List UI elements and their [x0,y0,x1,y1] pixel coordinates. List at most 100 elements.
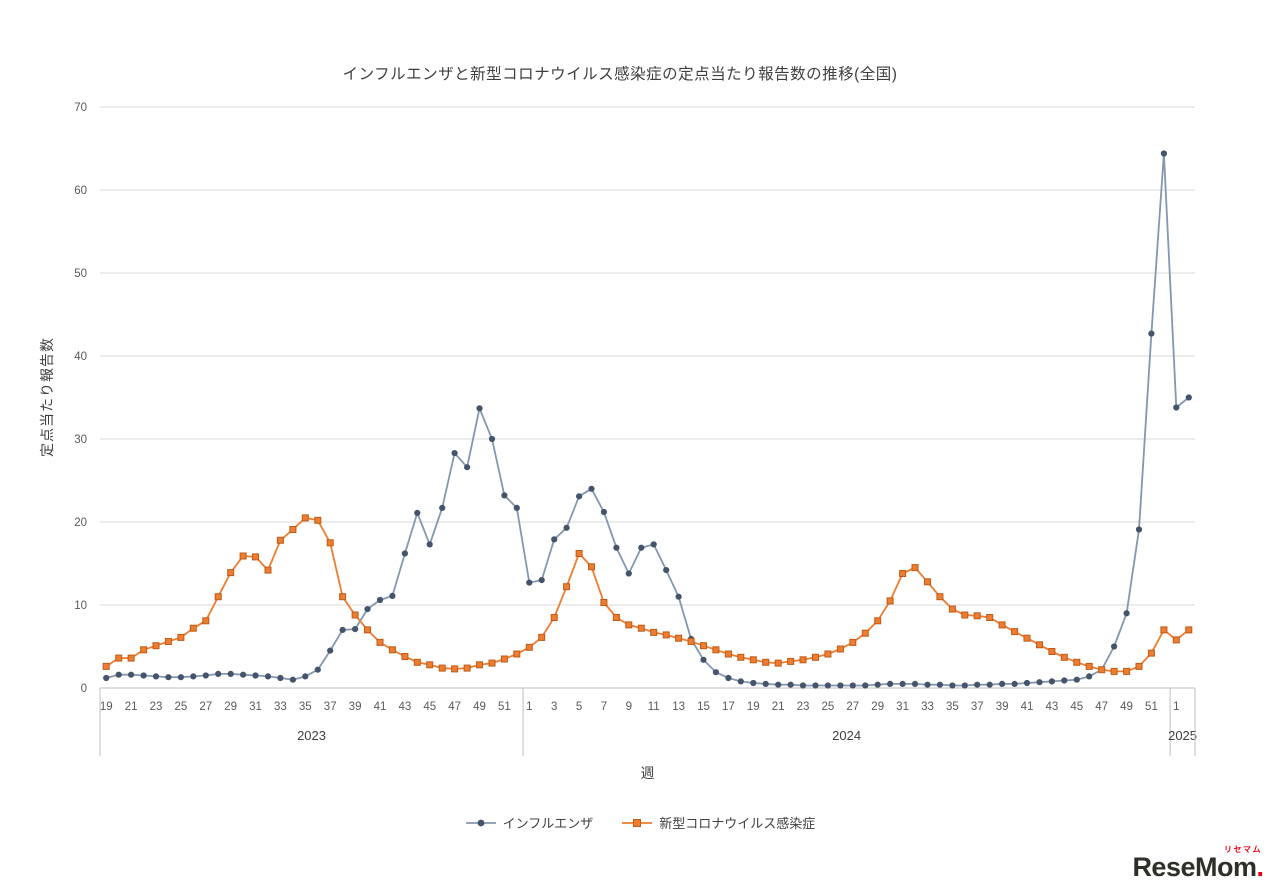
data-point-covid [202,617,210,625]
data-point-influenza [924,681,931,688]
data-point-covid [812,653,819,661]
data-point-covid [1110,667,1118,675]
data-point-influenza [887,680,894,688]
y-tick-label: 40 [74,351,87,363]
data-point-influenza [1160,150,1167,157]
data-point-influenza [1023,679,1031,687]
data-point-influenza [488,435,496,443]
x-tick-label: 49 [473,701,486,713]
x-tick-label: 43 [398,701,411,713]
data-point-influenza [551,536,558,543]
data-point-covid [189,624,197,632]
data-point-influenza [1135,526,1143,533]
data-point-influenza [787,681,794,688]
data-point-covid [998,621,1006,629]
data-point-covid [276,536,284,544]
x-tick-label: 35 [299,701,312,713]
legend-marker-covid [622,818,653,827]
x-tick-label: 1 [1173,701,1179,713]
data-point-covid [874,617,882,625]
data-point-influenza [202,672,209,679]
data-point-influenza [712,669,720,676]
data-point-covid [364,626,371,634]
data-point-influenza [837,682,844,689]
x-tick-label: 47 [1095,701,1108,713]
x-tick-label: 11 [648,701,660,713]
data-point-covid [1060,653,1068,661]
data-point-covid [476,661,483,669]
x-tick-label: 35 [946,701,959,713]
data-point-influenza [128,671,135,678]
data-point-covid [463,664,471,672]
data-point-covid [1023,634,1031,642]
data-point-covid [1098,666,1106,674]
x-tick-label: 13 [672,701,685,713]
data-point-covid [376,638,384,646]
data-point-covid [1085,662,1093,670]
data-point-influenza [327,647,334,654]
data-point-influenza [961,682,968,689]
data-point-covid [961,611,969,619]
data-point-influenza [1111,643,1118,650]
data-point-covid [625,621,633,629]
legend-label: 新型コロナウイルス感染症 [659,816,816,831]
covid-series [102,514,1193,675]
x-tick-label: 47 [448,701,461,713]
data-point-influenza [501,492,508,499]
data-point-covid [1147,649,1155,657]
data-point-covid [936,593,944,601]
data-point-covid [563,583,571,591]
x-tick-label: 17 [722,701,735,713]
data-point-influenza [439,504,446,511]
chart-title: インフルエンザと新型コロナウイルス感染症の定点当たり報告数の推移(全国) [342,66,898,83]
data-point-influenza [401,550,408,557]
x-tick-label: 45 [1070,701,1083,713]
x-tick-label: 41 [1021,701,1034,713]
x-tick-label: 5 [576,701,582,713]
data-point-covid [799,656,807,664]
data-point-covid [986,614,994,621]
data-point-influenza [874,681,881,688]
data-point-influenza [165,674,172,681]
legend-marker-influenza [465,819,496,826]
data-point-influenza [737,678,744,685]
data-point-influenza [1036,679,1043,686]
data-point-influenza [1185,394,1192,401]
x-tick-label: 37 [324,701,337,713]
data-point-covid [1185,626,1193,634]
x-tick-label: 27 [846,701,859,713]
y-axis-title: 定点当たり報告数 [39,337,55,457]
data-point-influenza [1073,676,1080,683]
data-point-influenza [364,606,371,613]
data-point-influenza [426,541,433,548]
x-tick-label: 41 [374,701,387,713]
data-point-influenza [314,666,321,673]
x-tick-label: 23 [797,701,810,713]
data-point-influenza [240,671,247,678]
data-point-influenza [464,464,471,471]
data-point-covid [164,638,172,645]
x-tick-label: 29 [871,701,884,713]
data-point-influenza [986,681,993,688]
data-point-influenza [476,405,483,412]
x-tick-label: 39 [349,701,362,713]
data-point-covid [264,566,272,574]
data-point-influenza [563,524,570,531]
data-point-influenza [1061,677,1068,684]
resemom-logo-text: ReseMom [1132,852,1257,882]
data-point-covid [426,661,434,669]
data-point-influenza [140,672,147,679]
data-point-influenza [799,682,807,689]
year-label: 2023 [297,728,326,743]
data-point-influenza [115,671,122,678]
data-point-covid [1048,648,1056,655]
data-point-covid [525,643,533,651]
data-point-covid [575,550,583,557]
x-tick-label: 21 [125,701,138,713]
data-point-covid [824,650,832,658]
data-point-influenza [289,676,296,683]
data-point-covid [513,650,521,658]
data-point-covid [314,516,322,524]
x-tick-label: 19 [747,701,760,713]
data-point-influenza [588,485,595,492]
